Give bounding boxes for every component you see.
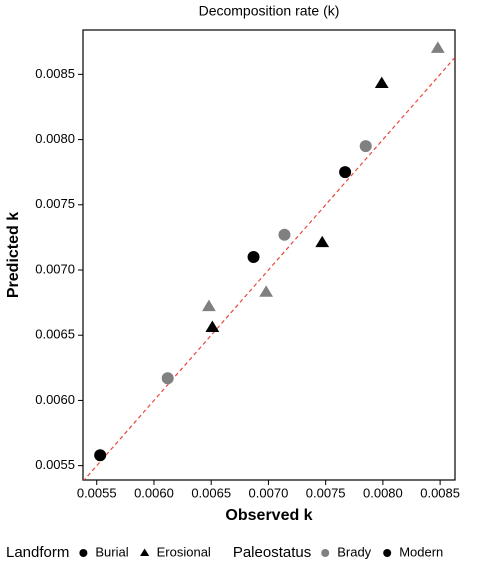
x-tick-label: 0.0070	[249, 485, 289, 500]
legend-marker	[79, 549, 88, 557]
x-tick-label: 0.0075	[306, 485, 346, 500]
legend-marker	[321, 549, 330, 557]
point	[259, 285, 274, 297]
legend-label: Modern	[399, 544, 443, 559]
point	[374, 76, 389, 89]
point	[278, 228, 291, 241]
y-tick-label: 0.0055	[35, 457, 75, 472]
point	[339, 166, 352, 179]
legend-marker	[140, 548, 150, 557]
x-tick-label: 0.0060	[134, 485, 174, 500]
x-tick-label: 0.0085	[420, 485, 460, 500]
x-axis-title: Observed k	[225, 507, 312, 524]
y-axis-title: Predicted k	[5, 212, 22, 298]
y-tick-label: 0.0070	[35, 261, 75, 276]
point	[205, 320, 220, 332]
chart-title: Decomposition rate (k)	[199, 3, 340, 19]
point	[359, 140, 372, 153]
point	[94, 449, 107, 462]
point	[315, 235, 330, 248]
x-tick-label: 0.0080	[363, 485, 403, 500]
y-tick-label: 0.0060	[35, 392, 75, 407]
y-tick-label: 0.0085	[35, 66, 75, 81]
point	[247, 250, 260, 263]
point	[430, 41, 445, 53]
legend-marker	[383, 549, 392, 557]
legend-title: Landform	[6, 544, 69, 561]
y-tick-label: 0.0075	[35, 196, 75, 211]
legend-label: Brady	[337, 544, 371, 559]
reference-line	[83, 56, 455, 480]
point	[202, 299, 216, 312]
plot-frame	[82, 29, 456, 481]
y-tick-label: 0.0080	[35, 131, 75, 146]
x-tick-label: 0.0065	[191, 485, 231, 500]
legend-label: Erosional	[157, 544, 211, 559]
legend-title: Paleostatus	[233, 544, 311, 561]
x-tick-label: 0.0055	[77, 485, 117, 500]
legend-label: Burial	[95, 544, 128, 559]
point	[161, 372, 174, 385]
y-tick-label: 0.0065	[35, 327, 75, 342]
